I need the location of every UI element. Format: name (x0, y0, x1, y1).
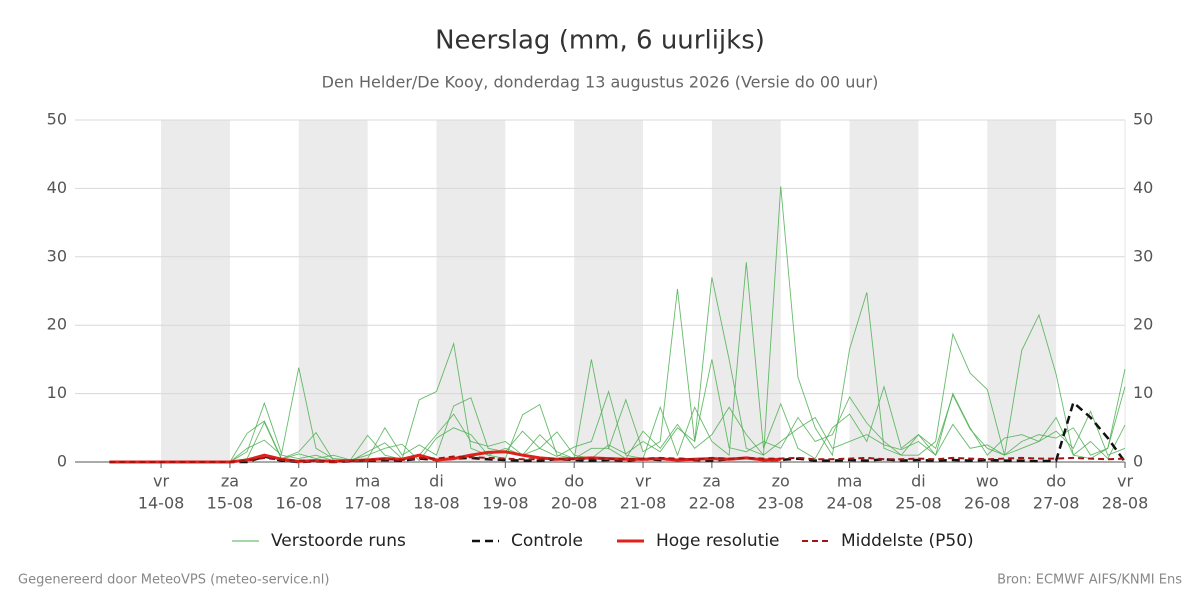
y-tick-label: 50 (47, 110, 67, 129)
x-tick-day: vr (635, 472, 651, 491)
x-tick-label: 27-08 (1033, 494, 1080, 513)
day-shade (849, 120, 919, 462)
x-tick-label: 26-08 (964, 494, 1011, 513)
x-tick-label: 15-08 (207, 494, 254, 513)
x-tick-day: ma (837, 472, 862, 491)
x-tick-day: zo (772, 472, 790, 491)
day-shade (298, 120, 368, 462)
x-tick-day: zo (290, 472, 308, 491)
chart-title: Neerslag (mm, 6 uurlijks) (435, 26, 765, 56)
x-tick-day: za (221, 472, 239, 491)
x-tick-day: di (429, 472, 444, 491)
y2-tick-label: 50 (1133, 110, 1153, 129)
x-tick-label: 28-08 (1102, 494, 1149, 513)
day-shade (711, 120, 781, 462)
y-tick-label: 40 (47, 178, 67, 197)
y2-tick-label: 40 (1133, 178, 1153, 197)
y-tick-label: 30 (47, 246, 67, 265)
legend-label: Verstoorde runs (271, 531, 406, 551)
x-tick-label: 16-08 (276, 494, 323, 513)
legend-label: Hoge resolutie (656, 531, 780, 551)
legend-label: Middelste (P50) (841, 531, 974, 551)
x-tick-label: 21-08 (620, 494, 667, 513)
y2-tick-label: 30 (1133, 246, 1153, 265)
y2-tick-label: 20 (1133, 315, 1153, 334)
day-shade (161, 120, 230, 462)
ensemble-line (109, 406, 1126, 463)
x-tick-day: di (911, 472, 926, 491)
x-tick-label: 22-08 (689, 494, 736, 513)
x-tick-day: wo (976, 472, 999, 491)
footer-left: Gegenereerd door MeteoVPS (meteo-service… (18, 573, 329, 588)
y-tick-label: 0 (57, 452, 67, 471)
legend-label: Controle (511, 531, 583, 551)
x-tick-label: 25-08 (895, 494, 942, 513)
day-shade (436, 120, 506, 462)
x-tick-day: vr (153, 472, 169, 491)
y2-tick-label: 10 (1133, 383, 1153, 402)
x-tick-label: 17-08 (344, 494, 391, 513)
x-tick-label: 20-08 (551, 494, 598, 513)
x-tick-day: do (1046, 472, 1066, 491)
x-tick-label: 18-08 (413, 494, 460, 513)
x-tick-label: 14-08 (138, 494, 185, 513)
x-tick-label: 23-08 (757, 494, 804, 513)
x-tick-day: ma (355, 472, 380, 491)
x-tick-day: wo (494, 472, 517, 491)
x-tick-label: 24-08 (826, 494, 873, 513)
footer-right: Bron: ECMWF AIFS/KNMI Ens (997, 573, 1182, 588)
y-tick-label: 20 (47, 315, 67, 334)
x-tick-day: za (703, 472, 721, 491)
day-shade (574, 120, 644, 462)
x-tick-day: do (564, 472, 584, 491)
x-tick-day: vr (1117, 472, 1133, 491)
y-tick-label: 10 (47, 383, 67, 402)
y2-tick-label: 0 (1133, 452, 1143, 471)
x-tick-label: 19-08 (482, 494, 529, 513)
day-shade (987, 120, 1057, 462)
chart-subtitle: Den Helder/De Kooy, donderdag 13 augustu… (322, 73, 879, 92)
